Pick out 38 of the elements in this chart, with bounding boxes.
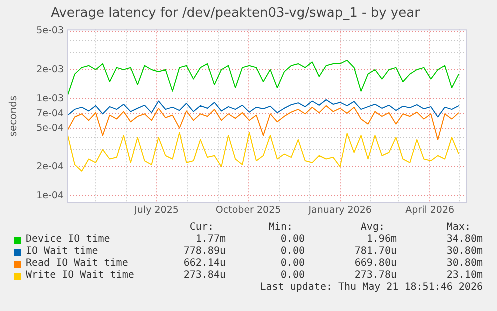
text: 1.96m [366,234,397,246]
legend-label: Write IO Wait time [26,270,134,282]
legend-label: IO Wait time [26,246,98,258]
y-tick-label: 5e-03 [36,26,64,37]
text: 0.00 [280,258,305,270]
y-tick-label: 1e-04 [36,190,64,202]
text: Avg: [360,222,385,234]
text: Max: [446,222,471,234]
text: 0.00 [280,246,305,258]
text: 30.80m [446,258,483,270]
text: 34.80m [446,234,483,246]
text: 30.80m [446,246,483,258]
text: Last update: Thu May 21 18:51:46 2026 [260,282,483,294]
y-tick-label: 7e-04 [36,108,64,120]
text: 669.80u [354,258,397,270]
y-tick-label: 2e-03 [36,64,64,76]
text: 662.14u [184,258,226,270]
chart-title: Average latency for /dev/peakten03-vg/swap_1 - by year [51,6,421,22]
legend-label: Device IO time [26,234,110,246]
text: 781.70u [354,246,397,258]
text: 273.78u [354,270,397,282]
text: Min: [268,222,293,234]
text: 778.89u [184,246,226,258]
y-tick-label: 1e-03 [36,94,64,105]
text: 0.00 [280,234,305,246]
x-tick-label: January 2026 [308,205,372,216]
text: Cur: [190,222,214,234]
x-tick-label: October 2025 [216,205,282,216]
legend-label: Read IO Wait time [26,258,128,270]
y-tick-label: 2e-04 [36,161,64,172]
text: 0.00 [280,270,305,282]
text: 273.84u [184,270,226,282]
x-tick-label: July 2025 [134,205,179,216]
x-tick-label: April 2026 [406,205,455,216]
y-tick-label: 5e-04 [36,122,64,134]
text: 1.77m [196,234,226,246]
y-axis-title: seconds [8,96,20,137]
text: 23.10m [446,270,483,282]
